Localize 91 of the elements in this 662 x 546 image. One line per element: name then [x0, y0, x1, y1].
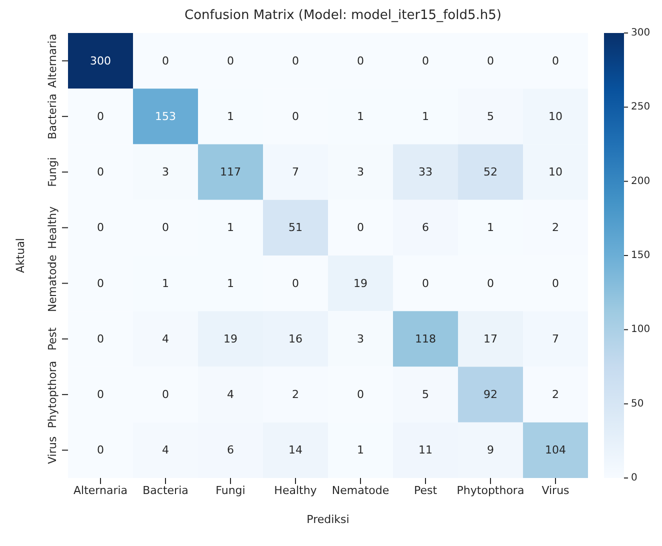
data-label: 1: [162, 276, 169, 290]
data-label: 1: [487, 221, 494, 234]
x-tick-label: Pest: [414, 484, 438, 497]
x-tick-label: Nematode: [332, 484, 390, 497]
data-label: 2: [292, 388, 299, 402]
data-label: 16: [288, 332, 302, 346]
data-label: 0: [292, 276, 299, 290]
data-label: 4: [162, 444, 169, 457]
data-label: 6: [422, 221, 429, 234]
data-label: 14: [288, 444, 302, 457]
data-label: 3: [357, 332, 364, 346]
data-label: 118: [415, 332, 436, 346]
data-label: 0: [487, 276, 494, 290]
data-label: 4: [227, 388, 234, 402]
y-tick-label: Virus: [46, 436, 59, 464]
data-label: 1: [227, 276, 234, 290]
data-label: 117: [220, 166, 241, 179]
data-label: 0: [357, 388, 364, 402]
data-label: 1: [227, 221, 234, 234]
color-bar-label: 0: [631, 472, 638, 484]
data-label: 0: [97, 276, 104, 290]
y-tick-label: Fungi: [46, 157, 59, 187]
x-tick-label: Bacteria: [142, 484, 188, 497]
data-label: 0: [97, 221, 104, 234]
data-label: 104: [545, 444, 566, 457]
x-tick-label: Alternaria: [73, 484, 128, 497]
color-bar-label: 100: [631, 324, 650, 336]
data-label: 10: [548, 110, 562, 123]
color-bar-label: 150: [631, 250, 650, 261]
data-label: 7: [292, 166, 299, 179]
data-label: 7: [552, 332, 559, 346]
data-label: 9: [487, 444, 494, 457]
y-tick-label: Alternaria: [46, 34, 59, 88]
x-tick-label: Healthy: [274, 484, 318, 497]
data-label: 0: [292, 54, 299, 68]
data-label: 0: [97, 388, 104, 402]
x-axis-title: Prediksi: [306, 513, 350, 526]
data-label: 0: [357, 221, 364, 234]
data-label: 0: [97, 166, 104, 179]
data-label: 4: [162, 332, 169, 346]
data-label: 52: [484, 166, 498, 179]
x-tick-label: Virus: [542, 484, 570, 497]
x-tick-label: Fungi: [216, 484, 246, 497]
data-label: 0: [162, 388, 169, 402]
data-label: 0: [162, 221, 169, 234]
data-label: 11: [418, 444, 432, 457]
data-label: 1: [357, 110, 364, 123]
data-label: 5: [487, 110, 494, 123]
y-tick-label: Nematode: [46, 254, 59, 312]
data-label: 10: [548, 166, 562, 179]
data-label: 0: [357, 54, 364, 68]
data-label: 19: [224, 332, 238, 346]
data-label: 0: [97, 444, 104, 457]
data-label: 1: [227, 110, 234, 123]
data-label: 0: [162, 54, 169, 68]
data-label: 0: [552, 276, 559, 290]
data-label: 0: [97, 110, 104, 123]
data-label: 1: [422, 110, 429, 123]
x-tick-label: Phytopthora: [456, 484, 524, 497]
data-label: 5: [422, 388, 429, 402]
data-label: 92: [484, 388, 498, 402]
y-tick-label: Phytopthora: [46, 360, 59, 428]
data-label: 3: [162, 166, 169, 179]
color-bar-label: 200: [631, 176, 650, 187]
data-label: 0: [227, 54, 234, 68]
data-label: 2: [552, 221, 559, 234]
data-label: 3: [357, 166, 364, 179]
data-label: 0: [552, 54, 559, 68]
data-label: 19: [354, 276, 368, 290]
data-label: 0: [292, 110, 299, 123]
data-label: 6: [227, 444, 234, 457]
data-label: 17: [484, 332, 498, 346]
y-tick-label: Healthy: [46, 206, 59, 250]
data-label: 0: [422, 276, 429, 290]
chart-title: Confusion Matrix (Model: model_iter15_fold5.h5): [184, 8, 502, 23]
color-bar-label: 300: [631, 28, 650, 38]
data-label: 0: [422, 54, 429, 68]
data-label: 51: [288, 221, 302, 234]
y-axis-title: Aktual: [14, 238, 27, 273]
color-bar-label: 50: [631, 398, 644, 410]
data-label: 0: [487, 54, 494, 68]
data-label: 33: [418, 166, 432, 179]
data-label: 1: [357, 444, 364, 457]
y-tick-label: Pest: [46, 326, 59, 350]
colorbar: 0 50 100 150 200 250 300: [598, 23, 658, 533]
color-bar-label: 250: [631, 102, 650, 113]
data-label: 300: [90, 54, 111, 68]
y-tick-label: Bacteria: [46, 94, 59, 140]
data-label: 153: [155, 110, 176, 123]
data-label: 2: [552, 388, 559, 402]
data-label: 0: [97, 332, 104, 346]
